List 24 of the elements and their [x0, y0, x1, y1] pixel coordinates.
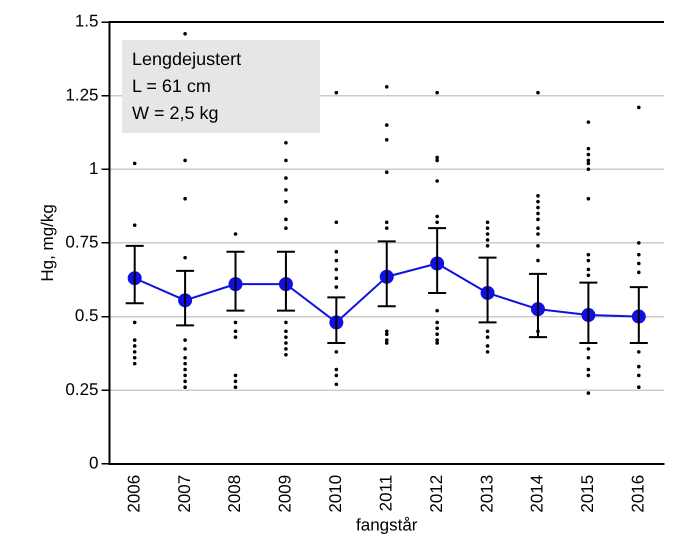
annotation: Lengdejustert — [132, 48, 242, 71]
x-tick-label: 2006 — [124, 474, 144, 513]
y-tick-label: 0.25 — [65, 380, 98, 399]
x-axis-title: fangstår — [356, 515, 418, 534]
x-tick-label: 2016 — [628, 474, 648, 513]
x-tick-label: 2008 — [225, 474, 244, 513]
x-tick-label: 2007 — [174, 474, 194, 513]
x-tick-label: 2013 — [477, 474, 496, 513]
x-tick-label: 2012 — [426, 474, 446, 513]
y-tick-label: 0 — [89, 453, 98, 472]
y-tick-label: 1.5 — [74, 12, 98, 31]
x-tick-label: 2011 — [376, 474, 396, 512]
x-tick-label: 2009 — [276, 474, 295, 513]
y-tick-label: 0.75 — [65, 232, 98, 252]
x-tick-label: 2010 — [326, 474, 346, 513]
y-tick-label: 0.5 — [74, 306, 98, 326]
note-box: Lengdejustert L = 61 cm W = 2,5 kg — [122, 40, 320, 133]
annotation: L = 61 cm — [132, 75, 212, 98]
y-tick-label: 1 — [89, 158, 98, 178]
y-axis-title: Hg, mg/kg — [38, 204, 57, 282]
y-tick-label: 1.25 — [65, 85, 98, 104]
x-tick-label: 2015 — [578, 474, 598, 513]
annotation: W = 2,5 kg — [132, 102, 220, 125]
x-tick-label: 2014 — [528, 474, 547, 513]
